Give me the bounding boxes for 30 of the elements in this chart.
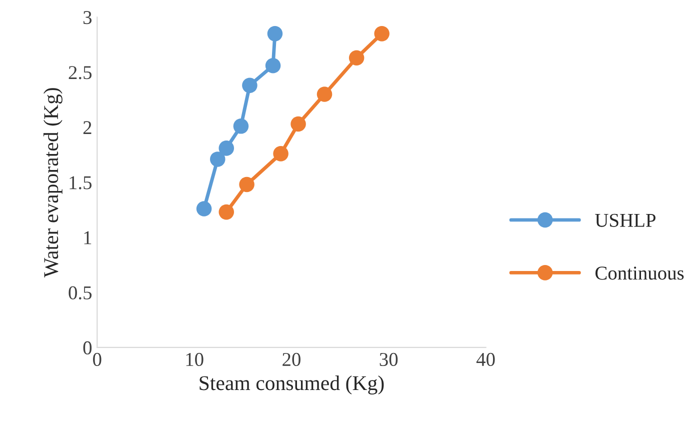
point xyxy=(273,146,288,162)
point xyxy=(233,118,249,134)
y-axis-title: Water evaporated (Kg) xyxy=(43,88,62,278)
x-axis-title: Steam consumed (Kg) xyxy=(200,376,384,394)
point xyxy=(218,140,234,156)
point xyxy=(348,50,364,66)
point xyxy=(290,116,306,132)
x-tick-label: 10 xyxy=(186,352,204,366)
y-tick-label: 1 xyxy=(84,231,92,244)
y-tick-label: 0.5 xyxy=(68,286,92,300)
y-tick-label: 2.5 xyxy=(68,66,92,80)
point xyxy=(267,26,283,42)
point xyxy=(316,86,332,102)
y-tick-label: 0 xyxy=(83,341,92,354)
x-tick-label: 40 xyxy=(476,352,495,366)
x-tick-label: 0 xyxy=(93,352,102,366)
y-tick-label: 3 xyxy=(84,11,92,24)
point xyxy=(374,26,390,42)
x-tick-label: 30 xyxy=(380,352,398,366)
point xyxy=(242,78,258,94)
point xyxy=(265,58,281,74)
legend-label: USHLP xyxy=(595,214,656,227)
y-tick-label: 2 xyxy=(83,121,92,134)
x-tick-label: 20 xyxy=(282,352,300,366)
y-tick-label: 1.5 xyxy=(70,176,92,190)
point xyxy=(196,201,212,216)
point xyxy=(218,204,234,220)
legend-label: Continuous xyxy=(595,266,684,280)
point xyxy=(210,152,226,167)
point xyxy=(239,176,254,192)
